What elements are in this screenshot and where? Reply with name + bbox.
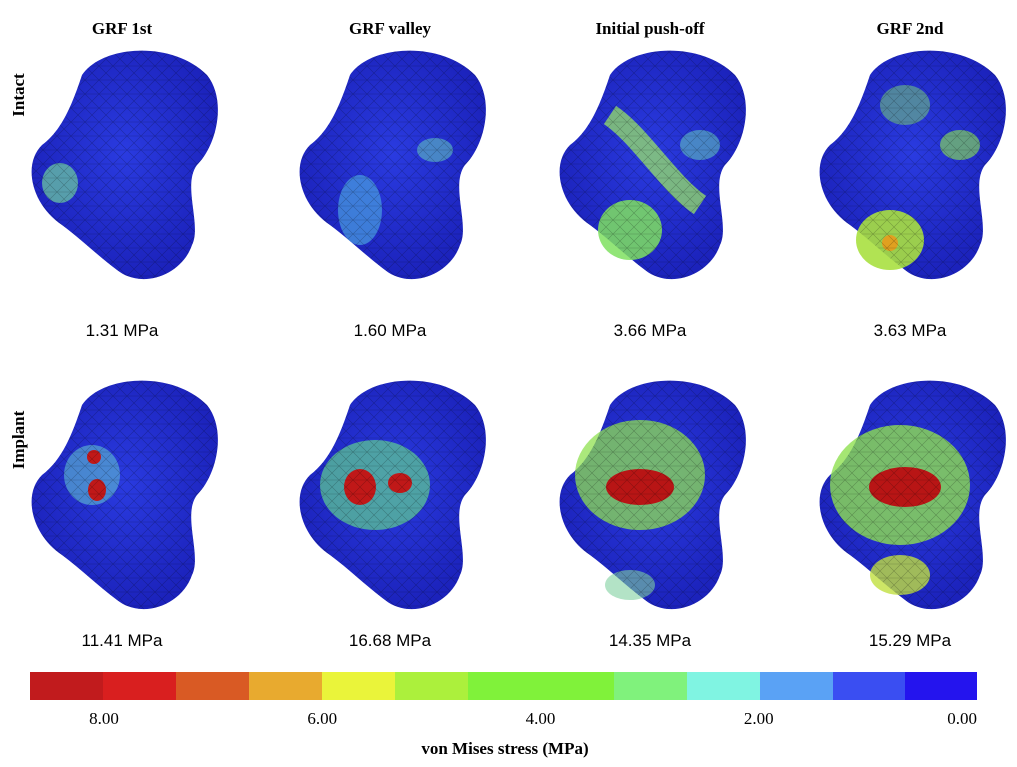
column-title: GRF 2nd xyxy=(877,19,944,38)
row-label: Implant xyxy=(9,410,28,469)
mesh-panel xyxy=(300,381,486,610)
column-title: Initial push-off xyxy=(595,19,704,38)
mesh-panel xyxy=(820,381,1006,610)
peak-stress: 16.68 MPa xyxy=(349,631,432,650)
peak-stress: 1.31 MPa xyxy=(86,321,159,340)
colorbar xyxy=(30,672,977,700)
colorbar-tick-label: 2.00 xyxy=(744,709,774,728)
mesh-panel xyxy=(32,51,218,280)
mesh-panel xyxy=(32,381,218,610)
peak-stress: 3.63 MPa xyxy=(874,321,947,340)
panels xyxy=(32,51,1006,610)
peak-stress: 3.66 MPa xyxy=(614,321,687,340)
mesh-panel xyxy=(300,51,486,280)
column-title: GRF 1st xyxy=(92,19,153,38)
row-label: Intact xyxy=(9,73,28,117)
peak-stress: 15.29 MPa xyxy=(869,631,952,650)
mesh-panel xyxy=(560,381,746,610)
peak-stress: 14.35 MPa xyxy=(609,631,692,650)
colorbar-tick-label: 6.00 xyxy=(307,709,337,728)
mesh-panel xyxy=(560,51,746,280)
mesh-panel xyxy=(820,51,1006,280)
colorbar-label: von Mises stress (MPa) xyxy=(421,739,588,758)
colorbar-tick-label: 8.00 xyxy=(89,709,119,728)
colorbar-tick-label: 0.00 xyxy=(947,709,977,728)
figure: GRF 1st GRF valley Initial push-off GRF 2nd… xyxy=(0,0,1017,767)
peak-stress: 1.60 MPa xyxy=(354,321,427,340)
colorbar-tick-label: 4.00 xyxy=(526,709,556,728)
peak-stress: 11.41 MPa xyxy=(82,631,164,650)
column-title: GRF valley xyxy=(349,19,431,38)
